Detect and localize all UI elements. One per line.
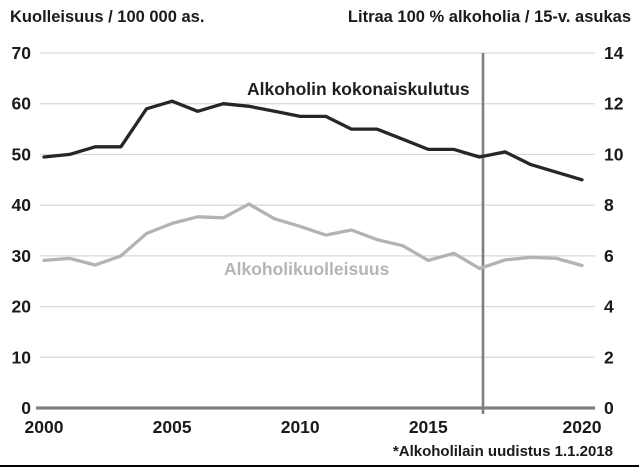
y-tick-right: 12 — [604, 94, 624, 114]
series-label-total-consumption: Alkoholin kokonaiskulutus — [247, 79, 470, 99]
series-line-consumption — [42, 99, 584, 182]
right-axis-title: Litraa 100 % alkoholia / 15-v. asukas — [347, 8, 631, 26]
y-tick-right: 4 — [604, 297, 614, 317]
series-label-alcohol-mortality: Alkoholikuolleisuus — [224, 259, 390, 279]
y-tick-left: 70 — [12, 43, 32, 63]
y-tick-left: 10 — [12, 347, 32, 367]
series-line-mortality — [42, 202, 584, 271]
y-tick-right: 14 — [604, 43, 624, 63]
reform-footnote: *Alkoholilain uudistus 1.1.2018 — [392, 443, 613, 460]
y-tick-left: 40 — [12, 195, 32, 215]
x-tick: 2020 — [563, 417, 602, 437]
y-tick-left: 0 — [21, 398, 31, 418]
y-tick-left: 50 — [12, 144, 32, 164]
x-tick: 2015 — [409, 417, 448, 437]
bottom-divider — [0, 465, 639, 467]
x-tick: 2005 — [153, 417, 192, 437]
y-tick-right: 10 — [604, 144, 624, 164]
y-tick-left: 60 — [12, 94, 32, 114]
y-tick-left: 30 — [12, 246, 32, 266]
left-axis-title: Kuolleisuus / 100 000 as. — [10, 8, 205, 26]
y-tick-right: 0 — [604, 398, 614, 418]
x-tick: 2010 — [281, 417, 320, 437]
y-tick-right: 6 — [604, 246, 614, 266]
x-tick: 2000 — [25, 417, 64, 437]
y-tick-left: 20 — [12, 297, 32, 317]
y-tick-right: 8 — [604, 195, 614, 215]
y-tick-right: 2 — [604, 347, 614, 367]
